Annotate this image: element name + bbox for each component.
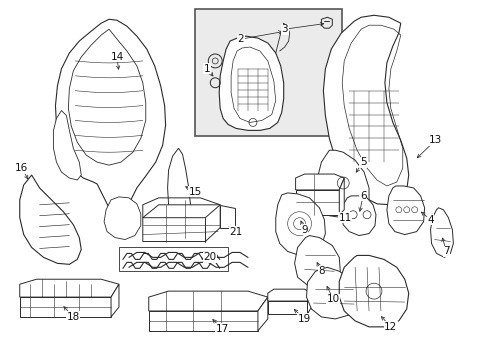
Text: 11: 11 xyxy=(338,213,351,223)
Polygon shape xyxy=(20,297,111,317)
Text: 2: 2 xyxy=(237,34,244,44)
Polygon shape xyxy=(307,293,311,314)
Text: 19: 19 xyxy=(297,314,310,324)
Text: 12: 12 xyxy=(384,322,397,332)
Polygon shape xyxy=(167,148,190,230)
Text: 16: 16 xyxy=(15,163,28,173)
Polygon shape xyxy=(20,175,81,264)
Polygon shape xyxy=(275,193,325,255)
Text: 20: 20 xyxy=(203,252,216,262)
Polygon shape xyxy=(315,170,360,218)
Polygon shape xyxy=(148,291,267,311)
Polygon shape xyxy=(295,174,344,190)
Text: 14: 14 xyxy=(110,52,123,62)
Text: 3: 3 xyxy=(281,24,287,34)
Polygon shape xyxy=(294,235,340,287)
Text: 21: 21 xyxy=(229,226,242,237)
Polygon shape xyxy=(267,289,311,301)
Text: 10: 10 xyxy=(326,294,339,304)
Polygon shape xyxy=(317,150,368,218)
Polygon shape xyxy=(55,19,165,215)
Polygon shape xyxy=(142,205,220,242)
Polygon shape xyxy=(306,267,356,319)
Polygon shape xyxy=(386,186,424,235)
Polygon shape xyxy=(339,178,344,215)
Text: 18: 18 xyxy=(66,312,80,322)
Polygon shape xyxy=(339,255,408,327)
Polygon shape xyxy=(53,111,81,180)
Polygon shape xyxy=(341,196,375,235)
Text: 4: 4 xyxy=(427,215,433,225)
Polygon shape xyxy=(323,15,408,205)
Text: 1: 1 xyxy=(203,64,210,74)
Polygon shape xyxy=(257,297,267,331)
Text: 17: 17 xyxy=(215,324,228,334)
Polygon shape xyxy=(267,301,307,314)
Polygon shape xyxy=(295,190,339,215)
Text: 13: 13 xyxy=(428,135,441,145)
Text: 6: 6 xyxy=(359,191,366,201)
Polygon shape xyxy=(429,208,452,257)
Polygon shape xyxy=(104,197,141,239)
Bar xyxy=(195,9,342,136)
Polygon shape xyxy=(220,205,235,228)
Polygon shape xyxy=(219,36,283,130)
Text: 9: 9 xyxy=(301,225,307,235)
Polygon shape xyxy=(148,311,257,331)
Text: 5: 5 xyxy=(359,157,366,167)
Text: 7: 7 xyxy=(442,247,449,256)
Polygon shape xyxy=(111,284,119,317)
Polygon shape xyxy=(20,279,119,297)
Text: 8: 8 xyxy=(317,266,324,276)
Text: 15: 15 xyxy=(188,187,202,197)
